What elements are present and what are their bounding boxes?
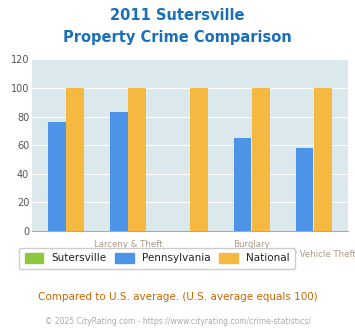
Bar [234,138,251,231]
Bar [66,88,84,231]
Bar [252,88,270,231]
Text: © 2025 CityRating.com - https://www.cityrating.com/crime-statistics/: © 2025 CityRating.com - https://www.city… [45,317,310,326]
Bar [48,122,66,231]
Bar [296,148,313,231]
Text: All Property Crime: All Property Crime [27,249,105,259]
Text: Property Crime Comparison: Property Crime Comparison [63,30,292,45]
Text: Motor Vehicle Theft: Motor Vehicle Theft [272,249,355,259]
Bar [190,88,208,231]
Legend: Sutersville, Pennsylvania, National: Sutersville, Pennsylvania, National [20,248,295,269]
Bar [110,112,127,231]
Text: Arson: Arson [178,249,202,259]
Bar [314,88,332,231]
Bar [129,88,146,231]
Text: Compared to U.S. average. (U.S. average equals 100): Compared to U.S. average. (U.S. average … [38,292,317,302]
Text: Burglary: Burglary [234,240,270,248]
Text: 2011 Sutersville: 2011 Sutersville [110,8,245,23]
Text: Larceny & Theft: Larceny & Theft [94,240,162,248]
